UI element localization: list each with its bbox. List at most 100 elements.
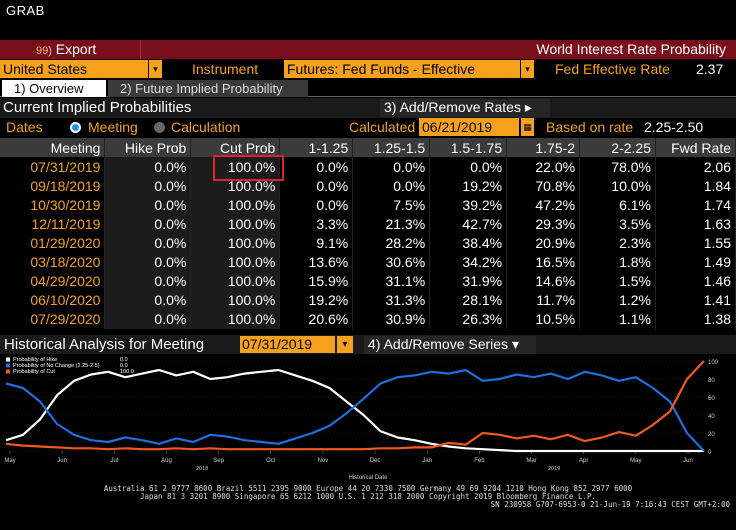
- section-header-historical: Historical Analysis for Meeting 07/31/20…: [0, 335, 736, 354]
- value-cell: 1.1%: [579, 309, 656, 329]
- calendar-icon[interactable]: ▦: [520, 118, 534, 136]
- value-cell: 2.3%: [579, 233, 656, 253]
- value-cell: 0.0%: [104, 233, 192, 253]
- page-title: World Interest Rate Probability: [536, 41, 726, 57]
- historical-probability-chart[interactable]: 100 80 60 40 20 0 May Jun Jul Aug Sep Oct Nov Dec Jan F…: [0, 355, 736, 485]
- value-cell: 100.0%: [190, 252, 281, 272]
- value-cell: 31.3%: [352, 290, 431, 310]
- column-header[interactable]: Meeting: [0, 138, 106, 157]
- column-header[interactable]: Cut Prob: [190, 138, 281, 157]
- value-cell: 29.3%: [506, 214, 581, 234]
- y-tick-label: 80: [708, 378, 715, 384]
- table-body: 07/31/2019 0.0% 100.0% 0.0% 0.0% 0.0% 22.0% 78.…: [0, 157, 736, 329]
- meeting-date-input[interactable]: 07/31/2019: [240, 336, 335, 353]
- country-select[interactable]: United States: [0, 60, 148, 78]
- year-label: 2019: [548, 466, 560, 472]
- value-cell: 2.06: [655, 157, 736, 177]
- x-tick-label: Nov: [318, 458, 329, 464]
- instrument-dropdown-icon[interactable]: ▾: [520, 60, 534, 78]
- meeting-date-cell: 04/29/2020: [0, 271, 106, 291]
- value-cell: 1.46: [655, 271, 736, 291]
- toolbar-divider: [140, 40, 141, 59]
- calculation-radio[interactable]: [154, 122, 165, 133]
- legend-value: 0.0: [120, 363, 128, 369]
- value-cell: 1.74: [655, 195, 736, 215]
- x-axis-label: Historical Date: [348, 475, 388, 481]
- value-cell: 0.0%: [104, 309, 192, 329]
- value-cell: 1.41: [655, 290, 736, 310]
- value-cell: 21.3%: [352, 214, 431, 234]
- column-header[interactable]: Hike Prob: [104, 138, 192, 157]
- function-toolbar: 99) Export World Interest Rate Probabili…: [0, 40, 736, 59]
- value-cell: 28.2%: [352, 233, 431, 253]
- legend-value: 0.0: [120, 357, 128, 363]
- column-header[interactable]: 1.75-2: [506, 138, 581, 157]
- column-header[interactable]: 1.5-1.75: [429, 138, 508, 157]
- value-cell: 100.0%: [190, 309, 281, 329]
- calculation-radio-label[interactable]: Calculation: [171, 119, 241, 135]
- value-cell: 1.8%: [579, 252, 656, 272]
- calculated-date-input[interactable]: 06/21/2019: [419, 118, 519, 136]
- value-cell: 0.0%: [104, 157, 192, 177]
- value-cell: 100.0%: [190, 195, 281, 215]
- table-row[interactable]: 12/11/2019 0.0% 100.0% 3.3% 21.3% 42.7% 29.3% 3…: [0, 214, 736, 234]
- export-button[interactable]: 99) Export: [36, 41, 96, 57]
- calculated-label: Calculated: [349, 119, 416, 135]
- legend-label: Probability of No Change (2.25-2.5): [13, 363, 100, 369]
- value-cell: 10.5%: [506, 309, 581, 329]
- column-header[interactable]: Fwd Rate: [655, 138, 736, 157]
- footer-line-1: Australia 61 2 9777 8600 Brazil 5511 239…: [103, 484, 633, 493]
- instrument-select[interactable]: Futures: Fed Funds - Effective: [284, 60, 520, 78]
- legend-swatch: [6, 357, 10, 362]
- value-cell: 13.6%: [279, 252, 354, 272]
- table-header-row: Meeting Hike Prob Cut Prob 1-1.25 1.25-1.5 1.…: [0, 138, 736, 157]
- tab-overview[interactable]: 1) Overview: [2, 80, 106, 97]
- value-cell: 0.0%: [352, 176, 431, 196]
- meeting-date-cell: 10/30/2019: [0, 195, 106, 215]
- table-row[interactable]: 06/10/2020 0.0% 100.0% 19.2% 31.3% 28.1% 11.7%…: [0, 290, 736, 310]
- x-tick-label: Jun: [57, 458, 67, 464]
- legend-label: Probability of Hike: [13, 357, 57, 363]
- value-cell: 0.0%: [104, 252, 192, 272]
- value-cell: 31.9%: [429, 271, 508, 291]
- table-row[interactable]: 07/31/2019 0.0% 100.0% 0.0% 0.0% 0.0% 22.0% 78.…: [0, 157, 736, 177]
- column-header[interactable]: 1-1.25: [279, 138, 354, 157]
- meeting-radio[interactable]: [70, 122, 81, 133]
- table-row[interactable]: 07/29/2020 0.0% 100.0% 20.6% 30.9% 26.3% 10.5%…: [0, 309, 736, 329]
- table-row[interactable]: 04/29/2020 0.0% 100.0% 15.9% 31.1% 31.9% 14.6%…: [0, 271, 736, 291]
- add-remove-series-button[interactable]: 4) Add/Remove Series ▾: [364, 336, 536, 354]
- based-on-rate-value: 2.25-2.50: [644, 119, 704, 135]
- instrument-label: Instrument: [192, 61, 259, 77]
- table-row[interactable]: 03/18/2020 0.0% 100.0% 13.6% 30.6% 34.2% 16.5%…: [0, 252, 736, 272]
- meeting-dropdown-icon[interactable]: ▾: [337, 336, 353, 353]
- value-cell: 38.4%: [429, 233, 508, 253]
- x-tick-label: Jul: [110, 458, 118, 464]
- value-cell: 39.2%: [429, 195, 508, 215]
- legend-value: 100.0: [120, 369, 134, 375]
- value-cell: 11.7%: [506, 290, 581, 310]
- meeting-radio-label[interactable]: Meeting: [88, 119, 138, 135]
- column-header[interactable]: 1.25-1.5: [352, 138, 431, 157]
- table-row[interactable]: 10/30/2019 0.0% 100.0% 0.0% 7.5% 39.2% 47.2% 6.…: [0, 195, 736, 215]
- meeting-date-cell: 01/29/2020: [0, 233, 106, 253]
- value-cell: 100.0%: [190, 290, 281, 310]
- value-cell: 0.0%: [429, 157, 508, 177]
- export-label: Export: [55, 41, 97, 57]
- x-tick-label: Feb: [474, 458, 485, 464]
- table-row[interactable]: 09/18/2019 0.0% 100.0% 0.0% 0.0% 19.2% 70.8% 10…: [0, 176, 736, 196]
- value-cell: 1.84: [655, 176, 736, 196]
- tab-future-implied-probability[interactable]: 2) Future Implied Probability: [108, 80, 308, 97]
- add-remove-rates-button[interactable]: 3) Add/Remove Rates ▸: [380, 99, 550, 117]
- x-tick-label: Apr: [579, 458, 588, 464]
- value-cell: 31.1%: [352, 271, 431, 291]
- value-cell: 28.1%: [429, 290, 508, 310]
- value-cell: 34.2%: [429, 252, 508, 272]
- country-dropdown-icon[interactable]: ▾: [148, 60, 162, 78]
- value-cell: 16.5%: [506, 252, 581, 272]
- x-tick-label: Oct: [266, 458, 276, 464]
- section-title: Current Implied Probabilities: [3, 99, 192, 116]
- meeting-date-cell: 07/31/2019: [0, 157, 106, 177]
- column-header[interactable]: 2-2.25: [579, 138, 656, 157]
- table-row[interactable]: 01/29/2020 0.0% 100.0% 9.1% 28.2% 38.4% 20.9% 2…: [0, 233, 736, 253]
- value-cell: 0.0%: [279, 195, 354, 215]
